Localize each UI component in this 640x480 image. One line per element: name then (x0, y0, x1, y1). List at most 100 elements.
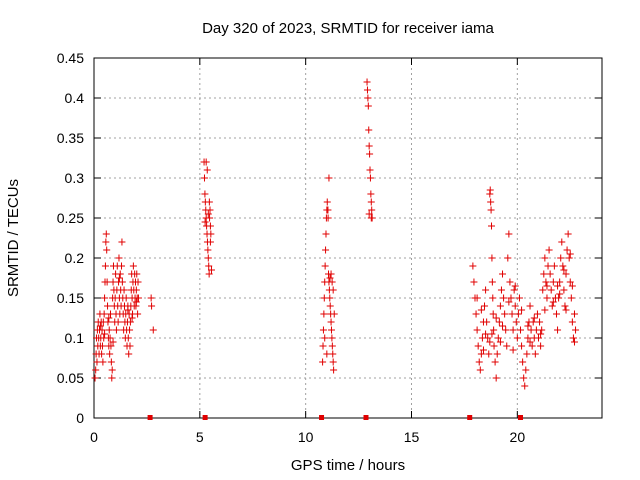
data-point (363, 86, 371, 94)
data-point (99, 358, 107, 366)
data-point (496, 338, 504, 346)
data-point (116, 270, 124, 278)
data-point (540, 270, 548, 278)
data-point (505, 298, 513, 306)
data-point (490, 326, 498, 334)
data-point (367, 190, 375, 198)
data-point (106, 334, 114, 342)
data-point (511, 282, 519, 290)
data-point (206, 214, 214, 222)
data-point (547, 286, 555, 294)
data-point (492, 314, 500, 322)
data-point (328, 334, 336, 342)
x-tick-label: 10 (298, 429, 314, 445)
data-point (129, 262, 137, 270)
data-point (522, 366, 530, 374)
data-point (509, 346, 517, 354)
data-point (538, 326, 546, 334)
data-point (366, 150, 374, 158)
y-axis-label: SRMTID / TECUs (5, 179, 22, 297)
data-point (569, 334, 577, 342)
data-point (325, 174, 333, 182)
plot-frame (93, 57, 603, 419)
data-point (492, 374, 500, 382)
data-point (118, 262, 126, 270)
data-point (128, 314, 136, 322)
data-point (477, 350, 485, 358)
data-point (114, 318, 122, 326)
data-point (98, 350, 106, 358)
data-point (507, 294, 515, 302)
axis-ticks (93, 57, 602, 419)
data-point (506, 278, 514, 286)
x-tick-label: 0 (90, 429, 98, 445)
data-point (122, 294, 130, 302)
data-point (563, 246, 571, 254)
data-point (510, 286, 518, 294)
y-tick-label: 0.15 (57, 290, 84, 306)
data-point (572, 326, 580, 334)
data-point (204, 254, 212, 262)
data-point (543, 282, 551, 290)
data-point (482, 330, 490, 338)
data-point (107, 358, 115, 366)
data-point (530, 314, 538, 322)
data-point (570, 338, 578, 346)
data-point (500, 294, 508, 302)
data-point (503, 342, 511, 350)
data-point (205, 198, 213, 206)
data-point (105, 314, 113, 322)
data-point (474, 342, 482, 350)
data-point (560, 266, 568, 274)
data-point (519, 358, 527, 366)
data-point (327, 318, 335, 326)
data-point (552, 310, 560, 318)
data-point (202, 158, 210, 166)
data-point (517, 326, 525, 334)
data-point (476, 366, 484, 374)
data-point (483, 318, 491, 326)
data-point (205, 262, 213, 270)
zero-marker (147, 415, 153, 420)
data-point (566, 278, 574, 286)
data-point (207, 266, 215, 274)
data-point (367, 198, 375, 206)
data-points (91, 78, 580, 420)
x-axis-label: GPS time / hours (291, 457, 405, 474)
data-point (568, 282, 576, 290)
data-point (201, 218, 209, 226)
data-point (523, 350, 531, 358)
data-point (486, 338, 494, 346)
data-point (206, 222, 214, 230)
data-point (537, 330, 545, 338)
data-point (562, 306, 570, 314)
data-point (501, 310, 509, 318)
data-point (124, 306, 132, 314)
data-point (488, 330, 496, 338)
data-point (470, 278, 478, 286)
data-point (149, 326, 157, 334)
data-point (323, 198, 331, 206)
data-point (115, 254, 123, 262)
data-point (329, 350, 337, 358)
data-point (529, 318, 537, 326)
data-point (555, 294, 563, 302)
zero-marker (202, 415, 208, 420)
data-point (495, 318, 503, 326)
zero-marker (467, 415, 473, 420)
data-point (108, 374, 116, 382)
data-point (567, 294, 575, 302)
data-point (328, 342, 336, 350)
data-point (556, 278, 564, 286)
data-point (103, 278, 111, 286)
data-point (125, 350, 133, 358)
data-point (134, 278, 142, 286)
chart-title: Day 320 of 2023, SRMTID for receiver iam… (202, 20, 494, 37)
data-point (366, 166, 374, 174)
data-point (364, 94, 372, 102)
data-point (324, 214, 332, 222)
data-point (365, 210, 373, 218)
data-point (103, 246, 111, 254)
y-tick-label: 0.1 (65, 330, 85, 346)
